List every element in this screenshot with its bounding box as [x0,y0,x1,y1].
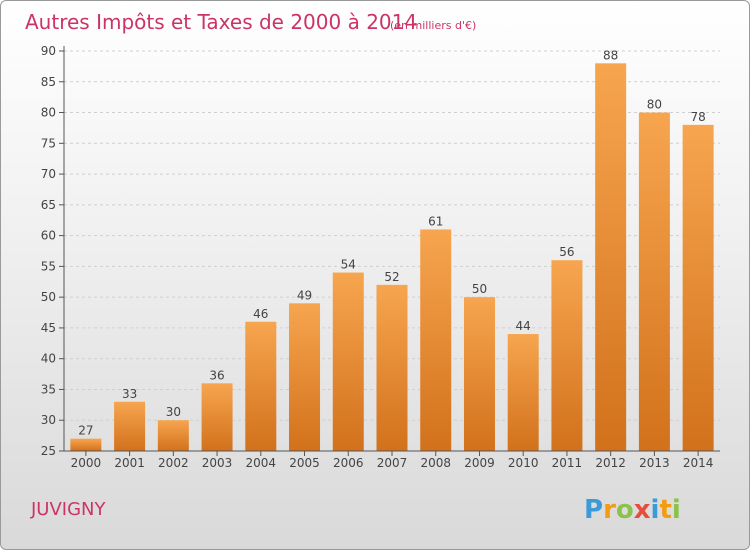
y-tick-label: 65 [41,198,56,212]
y-tick-label: 30 [41,413,56,427]
bar-2012 [595,63,627,452]
x-tick-label: 2004 [246,456,277,470]
y-tick-label: 40 [41,352,56,366]
proxiti-logo: Proxiti [584,495,681,525]
bar-2004 [245,321,277,451]
x-tick-label: 2008 [420,456,451,470]
x-tick-label: 2002 [158,456,189,470]
x-tick-label: 2011 [552,456,583,470]
y-tick-label: 35 [41,382,56,396]
y-tick-label: 55 [41,259,56,273]
x-tick-label: 2000 [71,456,102,470]
y-tick-label: 75 [41,136,56,150]
bar-2013 [638,112,670,452]
x-tick-label: 2010 [508,456,539,470]
x-tick-label: 2013 [639,456,670,470]
bar-2000 [70,438,102,451]
x-tick-label: 2005 [289,456,320,470]
data-label-2000: 27 [78,424,93,438]
data-label-2002: 30 [166,405,181,419]
bar-2010 [507,334,539,451]
data-label-2006: 54 [341,258,356,272]
chart-subtitle: (en milliers d'€) [390,19,476,32]
chart-title: Autres Impôts et Taxes de 2000 à 2014 [25,10,417,34]
y-tick-label: 45 [41,321,56,335]
logo-letter: x [634,495,651,525]
logo-letter: o [616,495,634,525]
x-tick-label: 2001 [114,456,145,470]
logo-letter: i [672,495,681,525]
x-axis-ticks: 2000 2001 2002 2003 2004 2005 2006 2007 2008 2009… [71,451,714,470]
data-label-2007: 52 [384,270,399,284]
x-tick-label: 2003 [202,456,233,470]
x-tick-label: 2014 [683,456,714,470]
y-tick-label: 60 [41,229,56,243]
data-label-2013: 80 [647,98,662,112]
y-tick-label: 50 [41,290,56,304]
data-label-2003: 36 [209,368,224,382]
data-label-2005: 49 [297,288,312,302]
place-name: JUVIGNY [30,499,107,520]
y-tick-label: 70 [41,167,56,181]
data-label-2004: 46 [253,307,268,321]
y-tick-label: 90 [41,44,56,58]
data-label-2009: 50 [472,282,487,296]
logo-letter: t [659,495,671,525]
bar-2001 [114,401,146,451]
logo-letter: P [584,495,603,525]
bar-2006 [332,272,364,451]
x-tick-label: 2009 [464,456,495,470]
y-tick-label: 80 [41,106,56,120]
y-tick-label: 25 [41,444,56,458]
bar-2002 [157,420,189,451]
x-tick-label: 2012 [595,456,626,470]
y-axis-ticks: 25 30 35 40 45 50 55 60 65 70 75 80 85 90 [41,44,64,458]
bar-2008 [420,229,452,451]
bar-2005 [289,303,321,451]
data-label-2011: 56 [559,245,574,259]
data-label-2001: 33 [122,387,137,401]
bar-2007 [376,284,408,451]
bar-2003 [201,383,233,451]
data-label-2012: 88 [603,48,618,62]
x-tick-label: 2006 [333,456,364,470]
axes [63,46,720,452]
data-label-2008: 61 [428,214,443,228]
logo-letter: r [603,495,616,525]
data-label-2014: 78 [690,110,705,124]
logo-letter: i [651,495,660,525]
data-label-2010: 44 [516,319,531,333]
bar-2014 [682,124,714,451]
bar-2009 [463,297,495,451]
y-tick-label: 85 [41,75,56,89]
bars: 27 33 30 36 46 49 54 52 61 50 44 56 88 80 78 [70,48,714,452]
bar-2011 [551,260,583,451]
x-tick-label: 2007 [377,456,408,470]
